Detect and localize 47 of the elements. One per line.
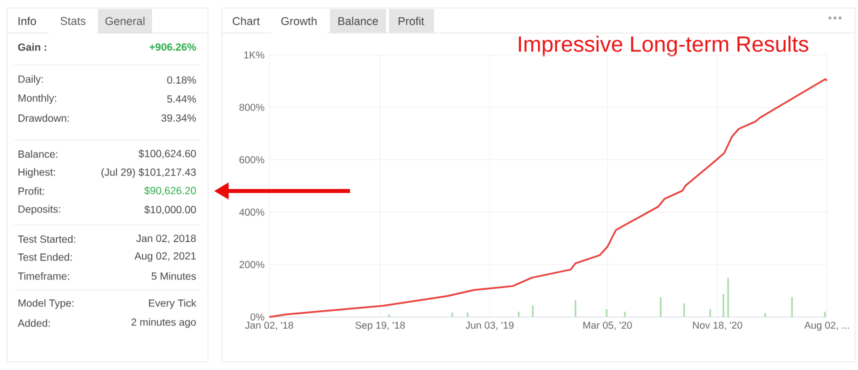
text: Daily: bbox=[18, 75, 43, 85]
x-tick-label: Jan 02, '18 bbox=[245, 322, 294, 330]
text: +906.26% bbox=[150, 43, 196, 51]
text: Aug 02, 2021 bbox=[134, 252, 196, 262]
text: Model Type: bbox=[18, 299, 74, 309]
text: $90,626.20 bbox=[144, 186, 196, 196]
text: 0.18% bbox=[167, 76, 196, 84]
text: Drawdown: bbox=[18, 114, 69, 122]
x-tick-label: Aug 02, ... bbox=[804, 322, 849, 331]
y-tick-label: 800% bbox=[239, 104, 264, 111]
text: Every Tick bbox=[149, 299, 196, 309]
text: Highest: bbox=[18, 168, 55, 178]
text: $100,624.60 bbox=[138, 149, 196, 159]
y-tick-label: 1K% bbox=[244, 51, 264, 58]
text: Jan 02, 2018 bbox=[136, 234, 196, 244]
text: Balance bbox=[338, 16, 378, 26]
text: Balance: bbox=[18, 150, 58, 158]
text: Profit bbox=[398, 16, 424, 26]
x-tick-label: Jun 03, '19 bbox=[466, 322, 514, 330]
text: $10,000.00 bbox=[144, 205, 196, 215]
line-series bbox=[268, 78, 828, 318]
text: General bbox=[105, 16, 144, 26]
text: (Jul 29) $101,217.43 bbox=[102, 168, 196, 178]
chart-title: Impressive Long-term Results bbox=[518, 36, 808, 56]
text: Stats bbox=[60, 16, 86, 25]
y-tick-label: 200% bbox=[240, 261, 264, 268]
y-tick-label: 400% bbox=[239, 208, 264, 216]
text: Monthly: bbox=[18, 94, 56, 104]
text: Info bbox=[18, 16, 36, 26]
text: Test Started: bbox=[18, 235, 76, 243]
text: Test Ended: bbox=[18, 253, 72, 261]
text: Profit: bbox=[18, 187, 44, 195]
text: 2 minutes ago bbox=[131, 318, 196, 328]
text: Added: bbox=[18, 319, 50, 327]
x-tick-label: Nov 18, '20 bbox=[693, 322, 742, 330]
text: Growth bbox=[281, 16, 317, 26]
x-tick-label: Sep 19, '18 bbox=[355, 322, 405, 331]
y-tick-label: 0% bbox=[250, 313, 264, 321]
text: 39.34% bbox=[161, 114, 196, 122]
text: 5 Minutes bbox=[152, 272, 196, 280]
text: Timeframe: bbox=[18, 272, 69, 280]
y-tick-label: 600% bbox=[240, 156, 264, 164]
x-tick-label: Mar 05, '20 bbox=[583, 322, 632, 330]
text: Gain : bbox=[18, 43, 46, 51]
text: 5.44% bbox=[167, 95, 196, 103]
text: Chart bbox=[232, 16, 260, 26]
text: Deposits: bbox=[18, 205, 60, 215]
